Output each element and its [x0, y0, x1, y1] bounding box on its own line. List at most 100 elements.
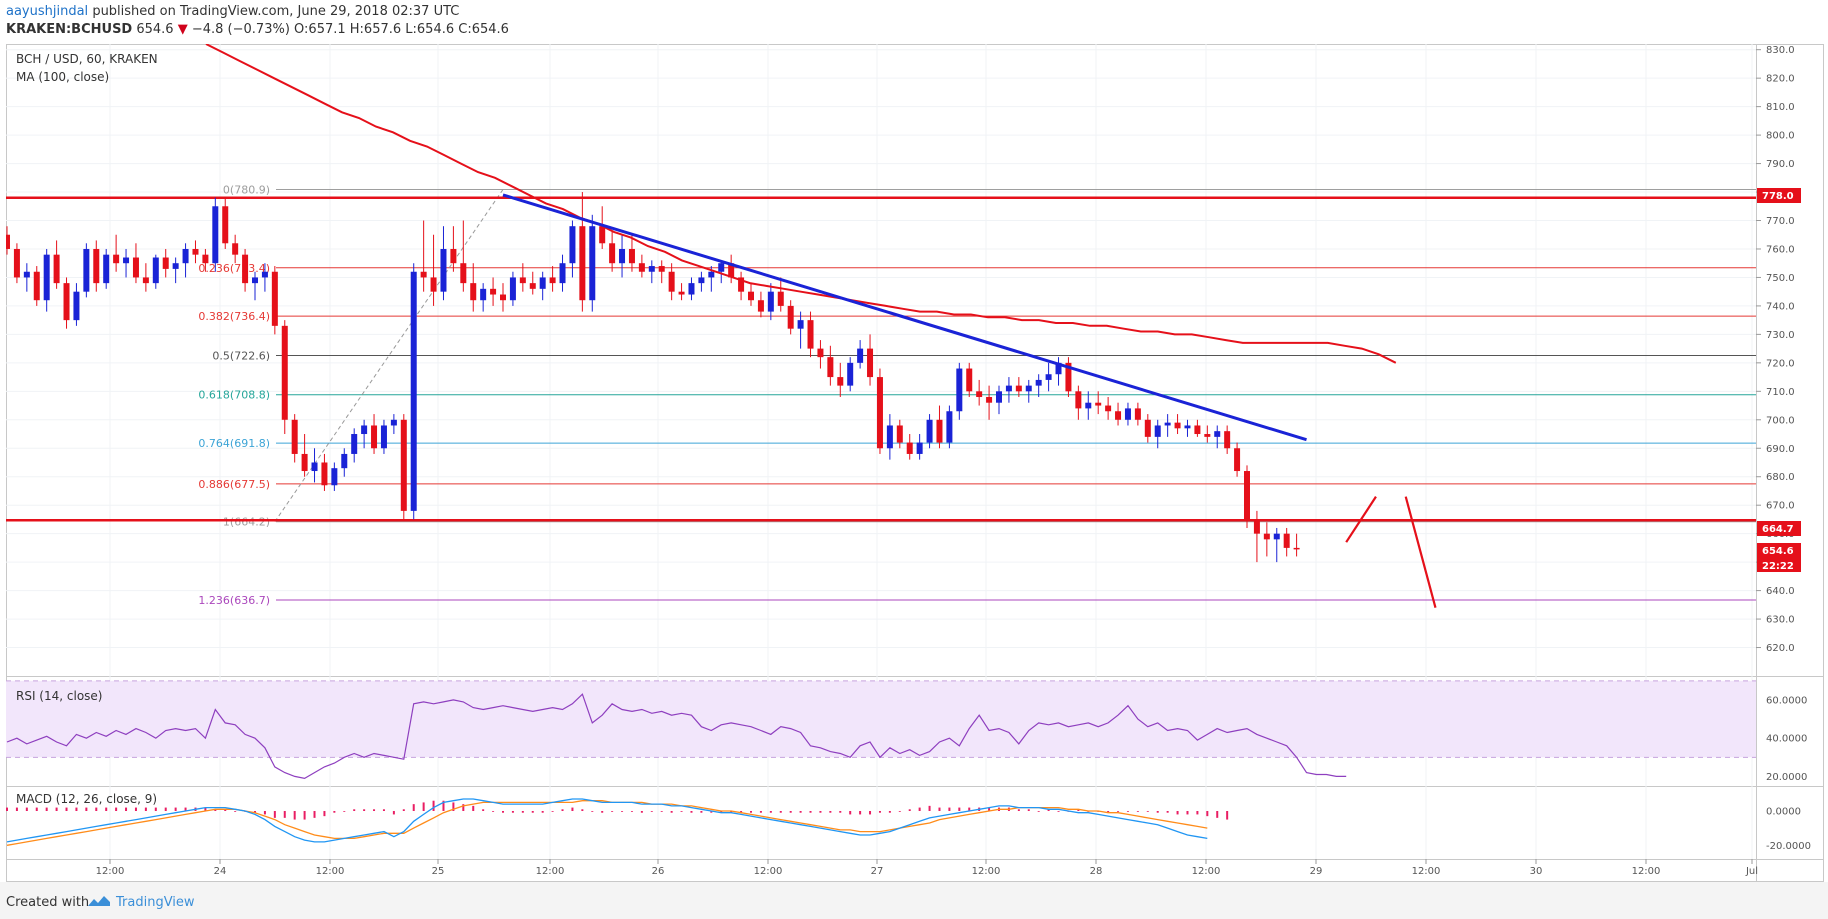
- time-tick-label: 27: [871, 866, 884, 877]
- projection-line: [1345, 496, 1377, 543]
- candle-body: [1015, 385, 1022, 392]
- macd-histogram-bar: [988, 807, 991, 811]
- macd-histogram-bar: [809, 811, 812, 813]
- macd-histogram-bar: [750, 811, 752, 813]
- macd-histogram-bar: [174, 807, 177, 811]
- candle-body: [847, 362, 854, 386]
- macd-tick-label: -20.0000: [1766, 841, 1811, 852]
- macd-histogram-bar: [730, 811, 733, 813]
- ma-legend: MA (100, close): [16, 70, 109, 84]
- price-tick-label: 730.0: [1766, 330, 1795, 341]
- candle-body: [13, 248, 20, 278]
- macd-histogram-bar: [958, 807, 961, 811]
- macd-histogram-bar: [65, 807, 68, 811]
- candle-body: [738, 277, 745, 292]
- candle-body: [1105, 405, 1112, 412]
- time-tick-label: 26: [652, 866, 665, 877]
- time-tick-label: 12:00: [96, 866, 125, 877]
- time-tick-label: 12:00: [754, 866, 783, 877]
- candle-body: [876, 377, 883, 449]
- macd-histogram-bar: [690, 811, 693, 813]
- price-tick-label: 740.0: [1766, 301, 1795, 312]
- macd-histogram-bar: [918, 807, 921, 811]
- price-axis[interactable]: 620.0630.0640.0650.0660.0670.0680.0690.0…: [1756, 45, 1795, 654]
- macd-histogram-bar: [601, 811, 604, 813]
- macd-histogram-bar: [779, 811, 782, 813]
- tradingview-cloud-icon[interactable]: [86, 893, 112, 909]
- candle-body: [1045, 374, 1052, 380]
- macd-histogram-bar: [382, 809, 385, 811]
- candle-body: [728, 263, 735, 278]
- chart-svg[interactable]: 0(780.9) 0.236(753.4) 0.382(736.4) 0.5(722.…: [4, 43, 1824, 882]
- macd-histogram-bar: [492, 811, 495, 812]
- macd-histogram-bar: [343, 811, 346, 812]
- candle-body: [599, 226, 606, 244]
- candle-body: [490, 288, 497, 295]
- tradingview-link[interactable]: TradingView: [116, 895, 195, 910]
- candle-body: [688, 283, 695, 295]
- candle-body: [976, 391, 983, 398]
- chart-frame[interactable]: 0(780.9) 0.236(753.4) 0.382(736.4) 0.5(722.…: [4, 43, 1824, 882]
- fib-label: 0.618(708.8): [198, 389, 270, 402]
- candle-body: [480, 288, 487, 301]
- level-778-badge-text: 778.0: [1762, 191, 1794, 202]
- candle-body: [1293, 547, 1300, 550]
- candle-body: [1234, 448, 1241, 472]
- projection-line: [1404, 496, 1437, 608]
- time-tick-label: 24: [214, 866, 227, 877]
- candle-body: [470, 283, 477, 301]
- candle-body: [509, 277, 516, 301]
- time-axis[interactable]: 12:00 24 12:00 25 12:00 26 12:00 27 12:00 28 12:00…: [96, 859, 1758, 877]
- macd-histogram-bar: [402, 809, 405, 811]
- macd-histogram-bar: [323, 811, 326, 817]
- macd-histogram-bar: [700, 811, 703, 813]
- macd-histogram-bar: [928, 805, 931, 811]
- candle-body: [1154, 425, 1161, 437]
- price-tick-label: 770.0: [1766, 216, 1795, 227]
- price-badges: 778.0 664.7 654.6 22:22: [1757, 188, 1801, 572]
- macd-histogram-bar: [759, 811, 762, 813]
- candle-body: [172, 263, 179, 269]
- time-tick-label: 12:00: [536, 866, 565, 877]
- trend-line: [502, 193, 1307, 442]
- macd-histogram-bar: [938, 807, 941, 811]
- fib-label: 0.764(691.8): [198, 437, 270, 450]
- fib-label: 0.236(753.4): [198, 262, 270, 275]
- macd-histogram-bar: [273, 811, 276, 818]
- candle-body: [162, 257, 169, 269]
- macd-histogram-bar: [1146, 811, 1149, 812]
- candle-body: [569, 226, 576, 264]
- macd-histogram-bar: [640, 811, 643, 813]
- down-arrow-icon: ▼: [177, 22, 188, 37]
- macd-histogram-bar: [521, 811, 524, 813]
- macd-histogram-bar: [55, 807, 58, 811]
- candle-body: [460, 263, 467, 284]
- candle-body: [1184, 425, 1191, 429]
- author-link[interactable]: aayushjindal: [6, 4, 89, 19]
- macd-histogram-bar: [1057, 811, 1060, 812]
- macd-histogram-bar: [1037, 811, 1040, 812]
- macd-histogram-bar: [1186, 811, 1189, 815]
- price-change: −4.8 (−0.73%): [191, 22, 290, 37]
- candle-body: [430, 277, 437, 292]
- macd-histogram-bar: [234, 811, 237, 812]
- candle-body: [182, 248, 189, 264]
- price-tick-label: 750.0: [1766, 273, 1795, 284]
- macd-histogram-bar: [511, 811, 514, 813]
- candle-body: [192, 248, 199, 255]
- macd-histogram-bar: [1027, 809, 1030, 811]
- price-tick-label: 720.0: [1766, 358, 1795, 369]
- macd-histogram-bar: [541, 811, 544, 813]
- rsi-tick-label: 40.0000: [1766, 734, 1807, 745]
- macd-histogram-bar: [1107, 811, 1110, 813]
- time-tick-label: 12:00: [972, 866, 1001, 877]
- candle-body: [23, 271, 30, 278]
- price-tick-label: 790.0: [1766, 159, 1795, 170]
- candle-body: [361, 425, 368, 435]
- macd-histogram-bar: [224, 809, 227, 811]
- candle-body: [123, 257, 130, 264]
- candle-body: [261, 271, 268, 278]
- candle-body: [232, 243, 239, 255]
- macd-histogram-bar: [898, 811, 901, 812]
- candle-body: [73, 291, 80, 321]
